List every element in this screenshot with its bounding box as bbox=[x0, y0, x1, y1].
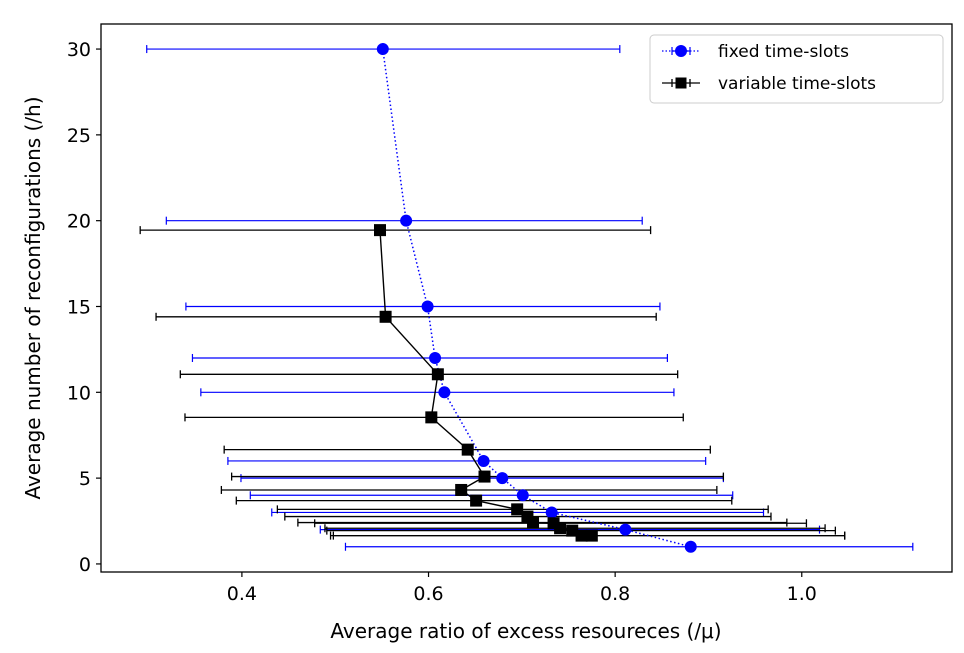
y-axis: 0 5 10 15 20 25 30 bbox=[67, 39, 101, 576]
series-variable bbox=[139, 226, 846, 540]
series-layer bbox=[139, 43, 914, 553]
y-tick-label: 15 bbox=[67, 296, 91, 318]
data-point bbox=[477, 454, 490, 467]
x-axis: 0.4 0.6 0.8 1.0 bbox=[227, 572, 817, 605]
legend-label-fixed: fixed time-slots bbox=[718, 42, 849, 62]
plot-frame bbox=[100, 23, 953, 573]
data-point bbox=[429, 351, 442, 364]
legend-item-variable: variable time-slots bbox=[662, 74, 876, 94]
data-point bbox=[438, 386, 451, 399]
data-point bbox=[379, 310, 392, 323]
series-markers-variable bbox=[374, 224, 598, 542]
x-axis-label: Average ratio of excess resoureces (/μ) bbox=[330, 619, 721, 643]
series-line bbox=[382, 48, 691, 548]
y-axis-label: Average number of reconfigurations (/h) bbox=[21, 96, 45, 499]
legend-marker-fixed bbox=[675, 45, 687, 57]
y-tick-label: 20 bbox=[67, 211, 91, 233]
data-point bbox=[521, 510, 534, 523]
legend-item-fixed: fixed time-slots bbox=[662, 42, 849, 62]
series-markers-fixed bbox=[376, 43, 697, 553]
data-point bbox=[545, 506, 558, 519]
data-point bbox=[554, 522, 567, 535]
data-point bbox=[374, 224, 387, 237]
data-point bbox=[566, 524, 579, 537]
data-point bbox=[376, 43, 389, 56]
y-tick-label: 30 bbox=[67, 39, 91, 61]
data-point bbox=[478, 470, 491, 483]
data-point bbox=[516, 489, 529, 502]
data-point bbox=[511, 503, 524, 516]
data-point bbox=[470, 494, 483, 507]
x-tick-label: 0.8 bbox=[600, 583, 630, 605]
data-point bbox=[461, 443, 474, 456]
legend-marker-variable bbox=[675, 77, 687, 89]
data-point bbox=[527, 516, 540, 529]
data-point bbox=[585, 529, 598, 542]
legend-box bbox=[649, 34, 944, 104]
data-point bbox=[496, 472, 509, 485]
data-point bbox=[425, 411, 438, 424]
data-point bbox=[421, 300, 434, 313]
data-point bbox=[455, 483, 468, 496]
y-tick-label: 25 bbox=[67, 125, 91, 147]
series-fixed bbox=[146, 45, 914, 551]
x-tick-label: 1.0 bbox=[787, 583, 817, 605]
legend: fixed time-slots variable time-slots bbox=[649, 34, 944, 104]
y-tick-label: 0 bbox=[79, 554, 91, 576]
data-point bbox=[684, 540, 697, 553]
series-line bbox=[379, 230, 592, 537]
x-tick-label: 0.4 bbox=[227, 583, 257, 605]
data-point bbox=[619, 523, 632, 536]
y-tick-label: 10 bbox=[67, 382, 91, 404]
data-point bbox=[575, 529, 588, 542]
data-point bbox=[400, 214, 413, 227]
data-point bbox=[431, 368, 444, 381]
legend-label-variable: variable time-slots bbox=[718, 74, 876, 94]
y-tick-label: 5 bbox=[79, 468, 91, 490]
x-tick-label: 0.6 bbox=[413, 583, 443, 605]
